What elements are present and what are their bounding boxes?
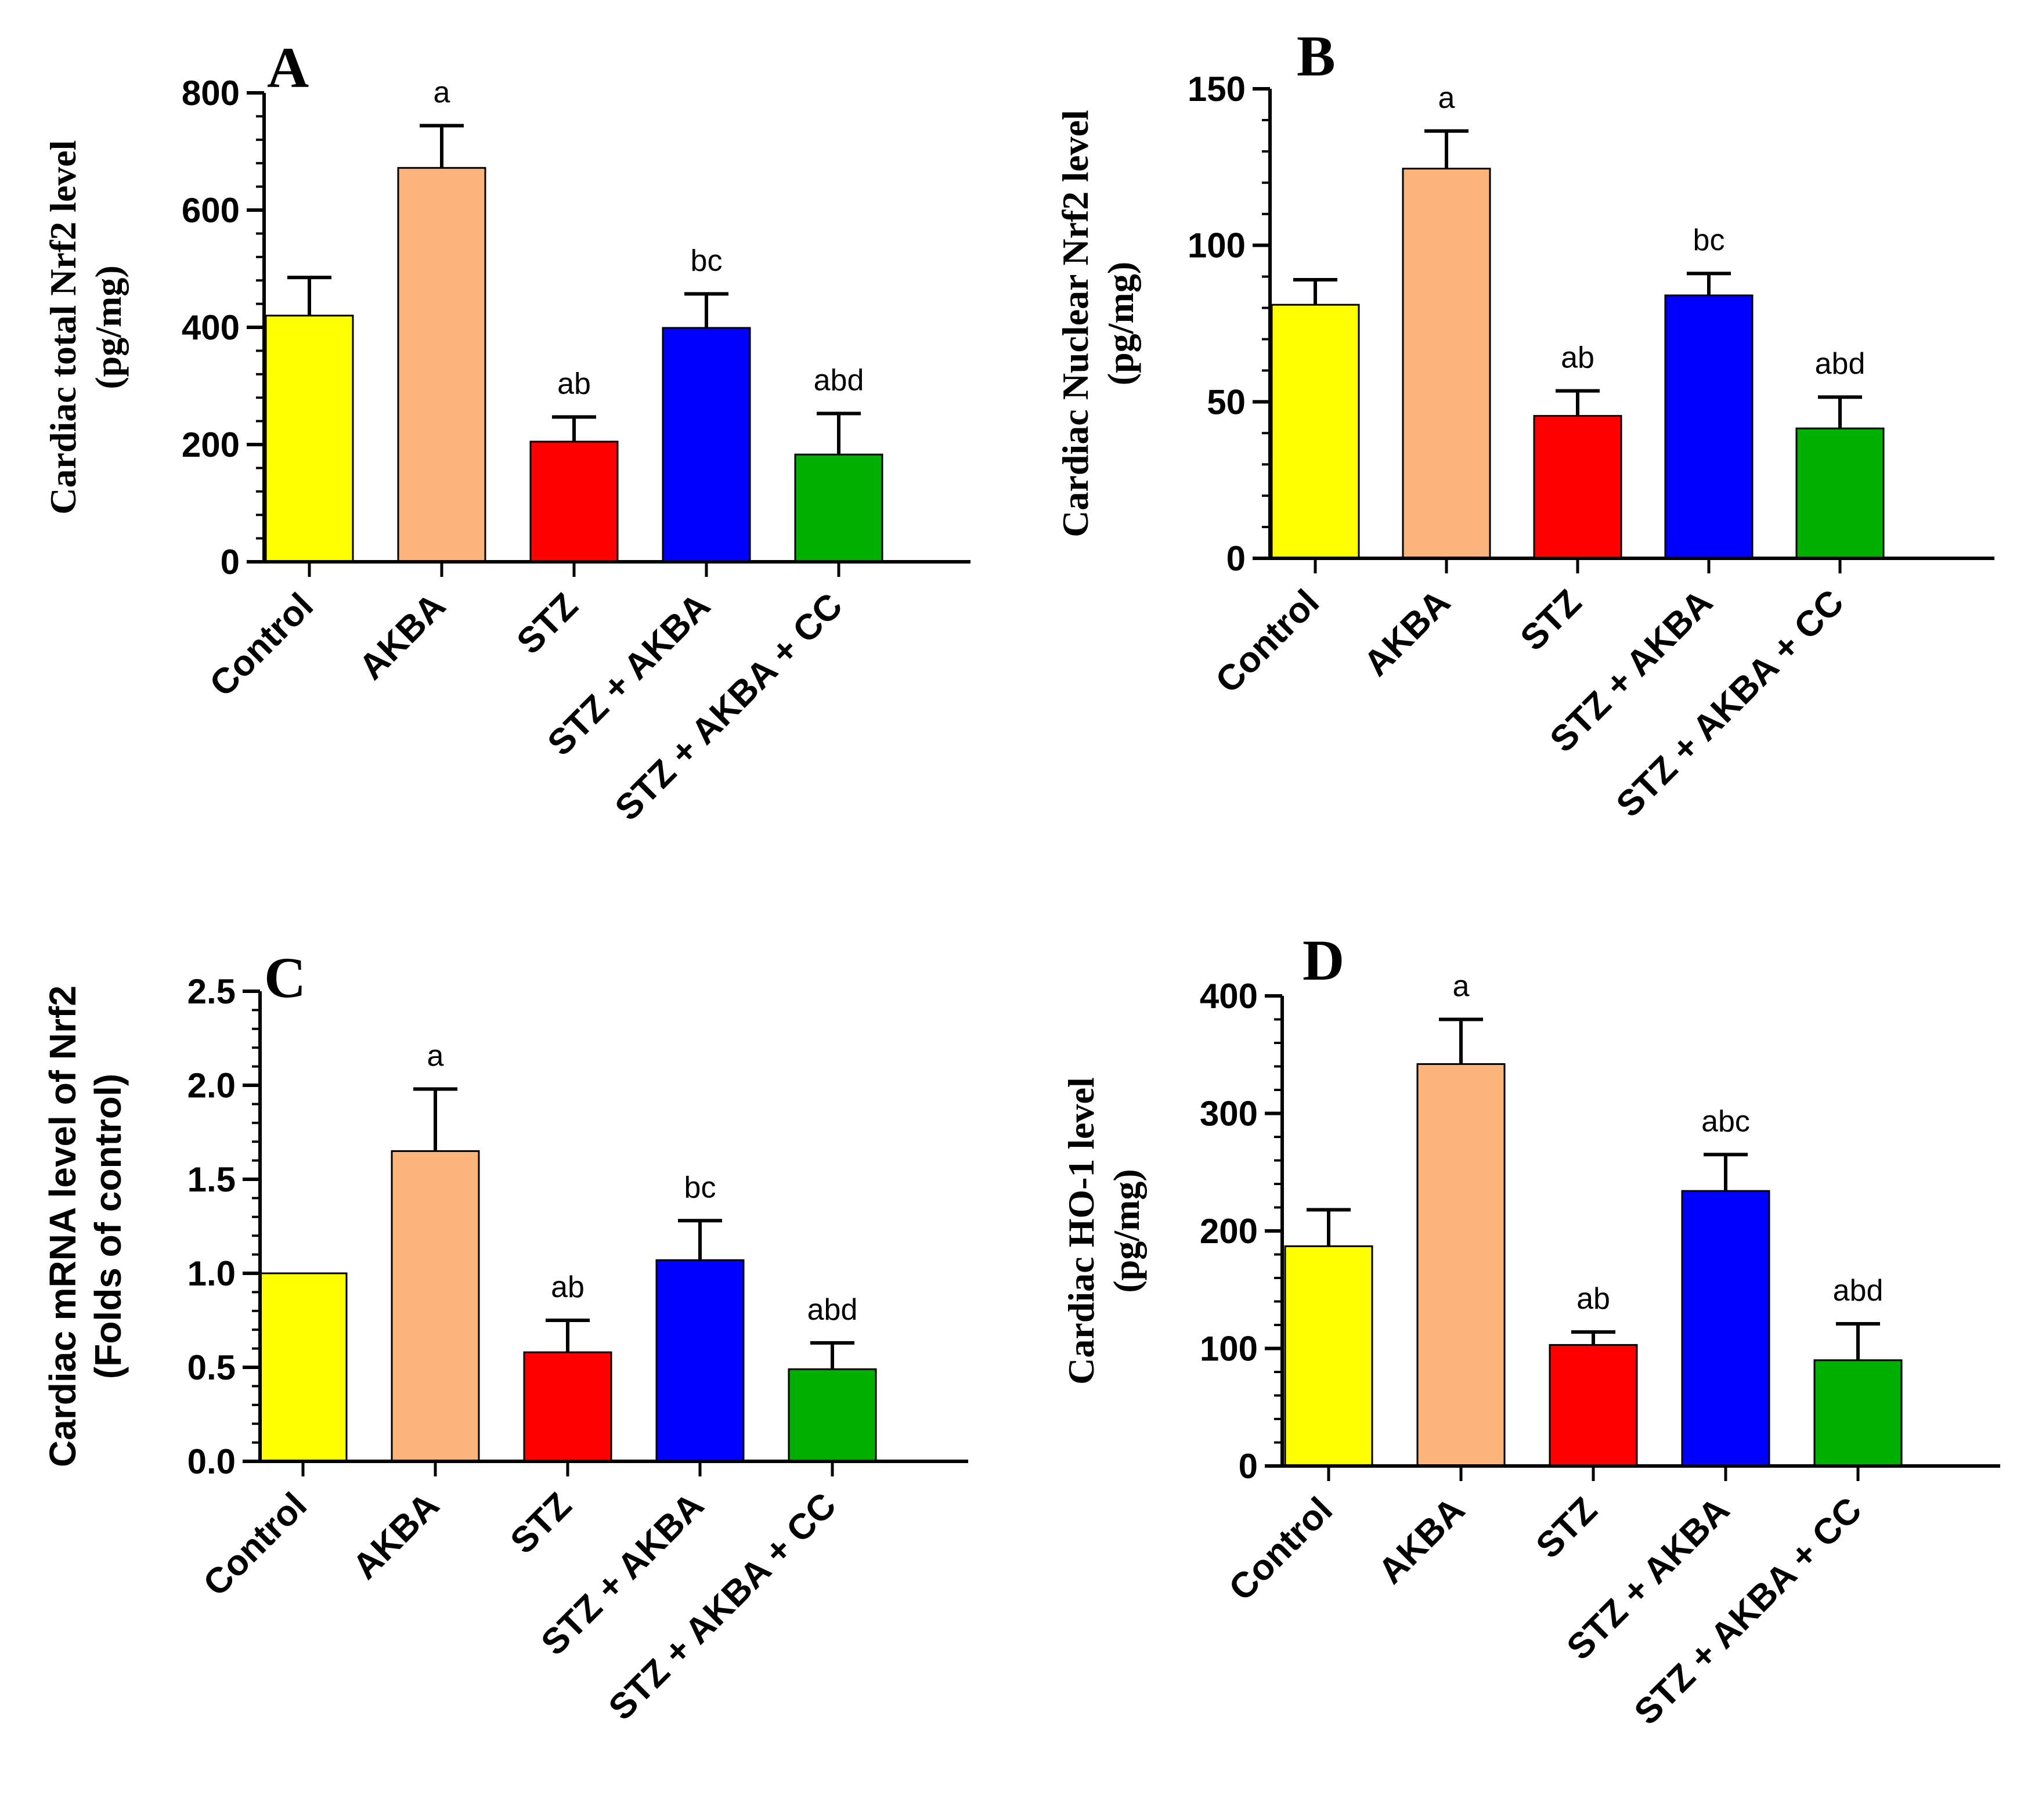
bar-2 (391, 1150, 480, 1463)
bar-5 (1795, 427, 1885, 559)
y-tick-label: 600 (182, 191, 240, 230)
significance-label: bc (691, 244, 723, 277)
y-tick-label: 1.5 (187, 1160, 236, 1199)
category-label: STZ + AKBA + CC (1609, 582, 1852, 825)
category-label: STZ (503, 1485, 579, 1562)
category-label: AKBA (1370, 1490, 1472, 1591)
significance-label: bc (1693, 223, 1725, 257)
bar-1 (265, 315, 354, 563)
y-tick-label: 200 (182, 425, 240, 464)
category-label: Control (1221, 1490, 1340, 1609)
significance-label: a (427, 1039, 444, 1072)
y-axis-label: Cardiac total Nrf2 level (42, 140, 84, 514)
y-axis-label: (pg/mg) (1100, 262, 1141, 385)
bar-2 (1402, 168, 1491, 559)
bar-3 (1533, 415, 1622, 559)
y-tick-label: 0.0 (187, 1442, 236, 1481)
category-label: STZ (509, 586, 586, 662)
significance-label: ab (1576, 1282, 1610, 1316)
y-tick-label: 800 (182, 74, 240, 113)
category-label: STZ + AKBA + CC (1627, 1490, 1870, 1732)
panel-a: A Control a AKBA ab STZ bc STZ + AKBA abd STZ + A… (0, 0, 1012, 910)
significance-label: ab (551, 1270, 585, 1304)
y-tick-label: 100 (1188, 226, 1246, 265)
bar-4 (655, 1259, 745, 1463)
bar-5 (788, 1368, 877, 1463)
category-label: AKBA (351, 586, 453, 687)
category-label: AKBA (1356, 582, 1457, 684)
bar-1 (1284, 1245, 1373, 1467)
y-tick-label: 400 (1200, 977, 1258, 1016)
panel-d: D Control a AKBA ab STZ abc STZ + AKBA abd STZ + … (1012, 910, 2024, 1820)
significance-label: abd (1833, 1274, 1884, 1308)
y-tick-label: 100 (1200, 1330, 1258, 1368)
significance-label: abd (807, 1293, 858, 1327)
category-label: Control (1208, 582, 1327, 701)
bar-2 (397, 167, 486, 563)
significance-label: ab (1561, 341, 1594, 374)
y-tick-label: 0 (221, 543, 240, 582)
significance-label: a (1438, 81, 1455, 115)
y-tick-label: 0 (1239, 1447, 1258, 1486)
panel-letter-d: D (1303, 928, 1344, 992)
bar-4 (1681, 1190, 1770, 1467)
y-tick-label: 1.0 (187, 1254, 236, 1293)
significance-label: bc (684, 1171, 716, 1204)
panel-c: C Control a AKBA ab STZ bc STZ + AKBA abd STZ + A… (0, 910, 1012, 1820)
bar-4 (1664, 294, 1754, 559)
category-label: STZ (1528, 1490, 1605, 1566)
y-axis-label: Cardiac Nuclear Nrf2 level (1055, 110, 1096, 537)
significance-label: ab (557, 367, 591, 401)
y-axis-label: (Folds of control) (87, 1074, 129, 1379)
category-label: STZ + AKBA + CC (601, 1485, 844, 1728)
bar-5 (794, 453, 883, 563)
y-tick-label: 0 (1226, 539, 1246, 578)
panel-letter-a: A (267, 35, 309, 100)
bar-3 (523, 1351, 612, 1463)
bar-5 (1813, 1359, 1903, 1467)
y-tick-label: 2.0 (187, 1066, 236, 1105)
bar-1 (258, 1272, 348, 1463)
bar-2 (1416, 1063, 1506, 1467)
bar-3 (529, 440, 619, 563)
y-axis-label: (pg/mg) (1106, 1169, 1147, 1292)
bar-4 (662, 327, 751, 563)
significance-label: abd (814, 363, 864, 397)
bar-1 (1271, 304, 1360, 559)
panel-letter-c: C (264, 945, 306, 1010)
category-label: Control (196, 1485, 315, 1604)
category-label: STZ (1513, 582, 1589, 659)
significance-label: abc (1701, 1104, 1750, 1138)
panel-b: B Control a AKBA ab STZ bc STZ + AKBA abd STZ + A… (1012, 0, 2024, 910)
significance-label: a (434, 76, 450, 110)
bar-3 (1549, 1344, 1638, 1467)
y-axis-label: Cardiac mRNA level of Nrf2 (42, 985, 84, 1467)
y-tick-label: 50 (1207, 382, 1246, 421)
y-axis-label: (pg/mg) (88, 265, 129, 389)
significance-label: a (1453, 970, 1470, 1003)
y-tick-label: 2.5 (187, 972, 236, 1011)
y-tick-label: 150 (1188, 70, 1246, 109)
category-label: AKBA (345, 1485, 446, 1587)
y-axis-label: Cardiac HO-1 level (1060, 1077, 1102, 1385)
y-tick-label: 0.5 (187, 1348, 236, 1387)
significance-label: abd (1815, 347, 1866, 381)
y-tick-label: 200 (1200, 1212, 1258, 1251)
category-label: Control (202, 586, 321, 705)
panel-letter-b: B (1297, 24, 1336, 88)
y-tick-label: 300 (1200, 1095, 1258, 1133)
y-tick-label: 400 (182, 308, 240, 347)
category-label: STZ + AKBA + CC (608, 586, 850, 828)
